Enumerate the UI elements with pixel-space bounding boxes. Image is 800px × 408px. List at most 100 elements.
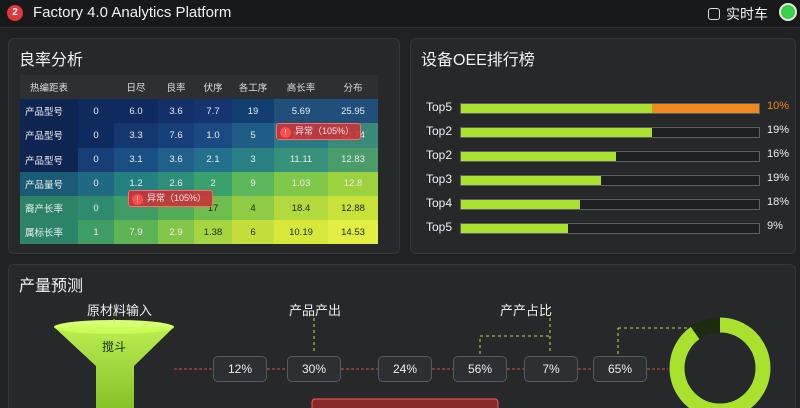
heatmap-cell: 0 [78, 171, 114, 196]
alert-text: 异常（105%） [147, 193, 207, 203]
forecast-step-box[interactable]: 56% [453, 356, 507, 382]
heatmap-column-header: 伏序 [194, 75, 232, 100]
heatmap-cell: 6.0 [114, 99, 158, 124]
heatmap-cell: 14.53 [328, 220, 378, 245]
row-label: 属标长率 [20, 220, 78, 245]
oee-rank-row[interactable]: Top2 16% [426, 148, 792, 163]
oee-rank-label: Top3 [426, 172, 453, 186]
heatmap-column-header: 高长率 [274, 75, 328, 100]
table-row: 属标长率 1 7.9 2.9 1.38 6 10.19 14.53 [20, 220, 378, 245]
heatmap-cell: 2.1 [194, 147, 232, 172]
heatmap-cell: 3.1 [114, 147, 158, 172]
realtime-label: 实时车 [726, 6, 768, 22]
oee-rank-value: 19% [767, 172, 790, 184]
row-label: 产品量号 [20, 171, 78, 196]
heatmap-cell: 0 [78, 147, 114, 172]
oee-rank-highlight [651, 104, 759, 113]
forecast-step-box[interactable]: 12% [213, 356, 267, 382]
oee-rank-value: 9% [767, 220, 783, 232]
heatmap-cell: 12.83 [328, 147, 378, 172]
oee-rank-label: Top2 [426, 124, 453, 138]
oee-rank-label: Top5 [426, 100, 453, 114]
heatmap-cell: 1.38 [194, 220, 232, 245]
table-row: 产品型号 0 6.0 3.6 7.7 19 5.69 25.95 [20, 99, 378, 124]
forecast-panel: 产量预测 [8, 264, 796, 408]
oee-rank-label: Top5 [426, 220, 453, 234]
heatmap-cell: 3 [232, 147, 274, 172]
heatmap-cell: 9 [232, 171, 274, 196]
oee-rank-row[interactable]: Top3 19% [426, 172, 792, 187]
top-bar: 2 Factory 4.0 Analytics Platform 实时车 [0, 0, 800, 28]
alert-icon: ! [132, 194, 143, 205]
oee-rank-value: 16% [767, 148, 790, 160]
oee-rank-fill [461, 104, 652, 113]
heatmap-cell: 19 [232, 99, 274, 124]
row-label: 裔产长率 [20, 195, 78, 221]
forecast-panel-title: 产量预测 [19, 278, 84, 295]
oee-rank-value: 19% [767, 124, 790, 136]
oee-rank-value: 10% [767, 100, 790, 112]
yield-heatmap: 热编距表 日尽 良率 伏序 各工序 高长率 分布 产品型号 0 6.0 3.6 7.7 19 5.69 2… [20, 75, 378, 245]
heatmap-cell: 7.7 [194, 99, 232, 124]
heatmap-cell: 5.69 [274, 99, 328, 124]
heatmap-cell: 1 [78, 220, 114, 245]
heatmap-cell: 0 [78, 99, 114, 124]
oee-rank-bar [460, 175, 760, 186]
app-title: Factory 4.0 Analytics Platform [33, 4, 232, 21]
forecast-step-box[interactable]: 30% [287, 356, 341, 382]
ratio-caption: 产产占比 [500, 303, 553, 318]
heatmap-cell: 12.8 [328, 171, 378, 196]
heatmap-cell: 3.6 [158, 99, 194, 124]
oee-rank-fill [461, 200, 581, 209]
output-caption: 产品产出 [289, 303, 342, 318]
oee-rank-fill [461, 224, 569, 233]
oee-rank-bar [460, 199, 760, 210]
heatmap-cell: 11.11 [274, 147, 328, 172]
heatmap-cell: 7.9 [114, 220, 158, 245]
heatmap-cell: 1.0 [194, 123, 232, 148]
oee-rank-row[interactable]: Top4 18% [426, 196, 792, 211]
heatmap-cell: 5 [232, 123, 274, 148]
oee-rank-label: Top4 [426, 196, 453, 210]
row-label: 产品型号 [20, 147, 78, 172]
heatmap-cell: 25.95 [328, 99, 378, 124]
oee-rank-bar [460, 127, 760, 138]
oee-rank-bar [460, 151, 760, 162]
heatmap-cell: 0 [78, 195, 114, 221]
row-label: 产品型号 [20, 123, 78, 148]
heatmap-cell: 12.88 [328, 195, 378, 221]
yield-panel-title: 良率分析 [19, 52, 84, 69]
input-caption: 原材料输入 [87, 303, 153, 318]
alert-text: 异常（105%） [295, 126, 355, 136]
heatmap-column-header: 各工序 [232, 75, 274, 100]
heatmap-column-header: 热编距表 [20, 75, 78, 100]
forecast-step-box[interactable]: 24% [378, 356, 432, 382]
logo-icon: 2 [7, 5, 23, 21]
heatmap-cell: 0 [78, 123, 114, 148]
oee-rank-value: 18% [767, 196, 790, 208]
oee-rank-bar [460, 103, 760, 114]
oee-rank-row[interactable]: Top5 10% [426, 100, 792, 115]
alert-icon: ! [280, 127, 291, 138]
heatmap-column-header: 日尽 [114, 75, 158, 100]
heatmap-cell: 6 [232, 220, 274, 245]
heatmap-cell: 10.19 [274, 220, 328, 245]
anomaly-alert[interactable]: ! 异常（105%） [276, 123, 362, 140]
oee-rank-fill [461, 152, 616, 161]
oee-rank-row[interactable]: Top2 19% [426, 124, 792, 139]
status-indicator [779, 3, 797, 21]
oee-rank-fill [461, 176, 602, 185]
oee-panel: 设备OEE排行榜 [410, 38, 796, 254]
heatmap-cell: 3.3 [114, 123, 158, 148]
oee-rank-label: Top2 [426, 148, 453, 162]
heatmap-cell: 1.03 [274, 171, 328, 196]
heatmap-cell: 3.6 [158, 147, 194, 172]
realtime-button[interactable]: 实时车 [708, 4, 768, 22]
forecast-step-box[interactable]: 65% [593, 356, 647, 382]
forecast-step-box[interactable]: 7% [524, 356, 578, 382]
row-label: 产品型号 [20, 99, 78, 124]
oee-rank-row[interactable]: Top5 9% [426, 220, 792, 235]
anomaly-alert[interactable]: ! 异常（105%） [128, 190, 214, 207]
oee-panel-title: 设备OEE排行榜 [421, 52, 535, 69]
realtime-icon [708, 8, 720, 20]
